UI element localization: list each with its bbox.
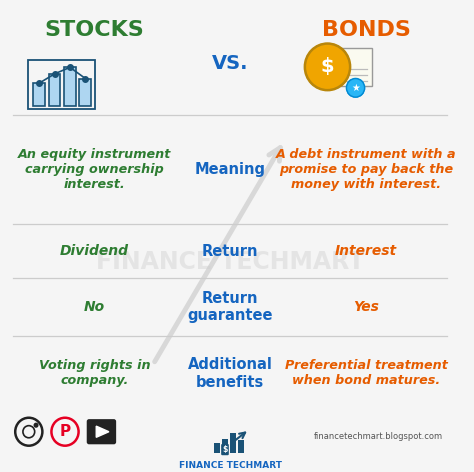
Text: STOCKS: STOCKS: [45, 20, 144, 40]
Text: Preferential treatment
when bond matures.: Preferential treatment when bond matures…: [284, 360, 447, 388]
FancyBboxPatch shape: [64, 67, 76, 106]
Text: Voting rights in
company.: Voting rights in company.: [38, 360, 150, 388]
Text: An equity instrument
carrying ownership
interest.: An equity instrument carrying ownership …: [18, 148, 171, 191]
Text: Yes: Yes: [353, 300, 379, 314]
Text: $: $: [321, 58, 334, 76]
FancyBboxPatch shape: [87, 419, 116, 444]
Circle shape: [34, 423, 38, 427]
FancyBboxPatch shape: [238, 439, 244, 453]
FancyArrowPatch shape: [155, 148, 280, 362]
Polygon shape: [96, 426, 109, 438]
FancyBboxPatch shape: [336, 48, 372, 86]
Text: FINANCE TECHMART: FINANCE TECHMART: [179, 461, 282, 470]
FancyBboxPatch shape: [214, 443, 220, 453]
Text: ★: ★: [351, 83, 360, 93]
Text: VS.: VS.: [212, 54, 248, 73]
Text: P: P: [59, 424, 71, 439]
FancyBboxPatch shape: [230, 433, 236, 453]
Text: Return
guarantee: Return guarantee: [187, 291, 273, 323]
Text: BONDS: BONDS: [321, 20, 410, 40]
Text: Dividend: Dividend: [60, 244, 129, 258]
Text: Return: Return: [202, 244, 258, 259]
Text: $: $: [222, 445, 228, 454]
Text: Meaning: Meaning: [195, 162, 266, 177]
Text: financetechmart.blogspot.com: financetechmart.blogspot.com: [314, 432, 443, 441]
FancyBboxPatch shape: [80, 78, 91, 106]
Text: No: No: [84, 300, 105, 314]
FancyBboxPatch shape: [49, 74, 61, 106]
Text: Interest: Interest: [335, 244, 397, 258]
Circle shape: [346, 78, 365, 97]
FancyBboxPatch shape: [222, 438, 228, 453]
Circle shape: [305, 43, 350, 90]
Text: Additional
benefits: Additional benefits: [188, 357, 273, 390]
Text: FINANCE TECHMART: FINANCE TECHMART: [96, 250, 365, 274]
Text: A debt instrument with a
promise to pay back the
money with interest.: A debt instrument with a promise to pay …: [276, 148, 456, 191]
FancyBboxPatch shape: [33, 83, 45, 106]
